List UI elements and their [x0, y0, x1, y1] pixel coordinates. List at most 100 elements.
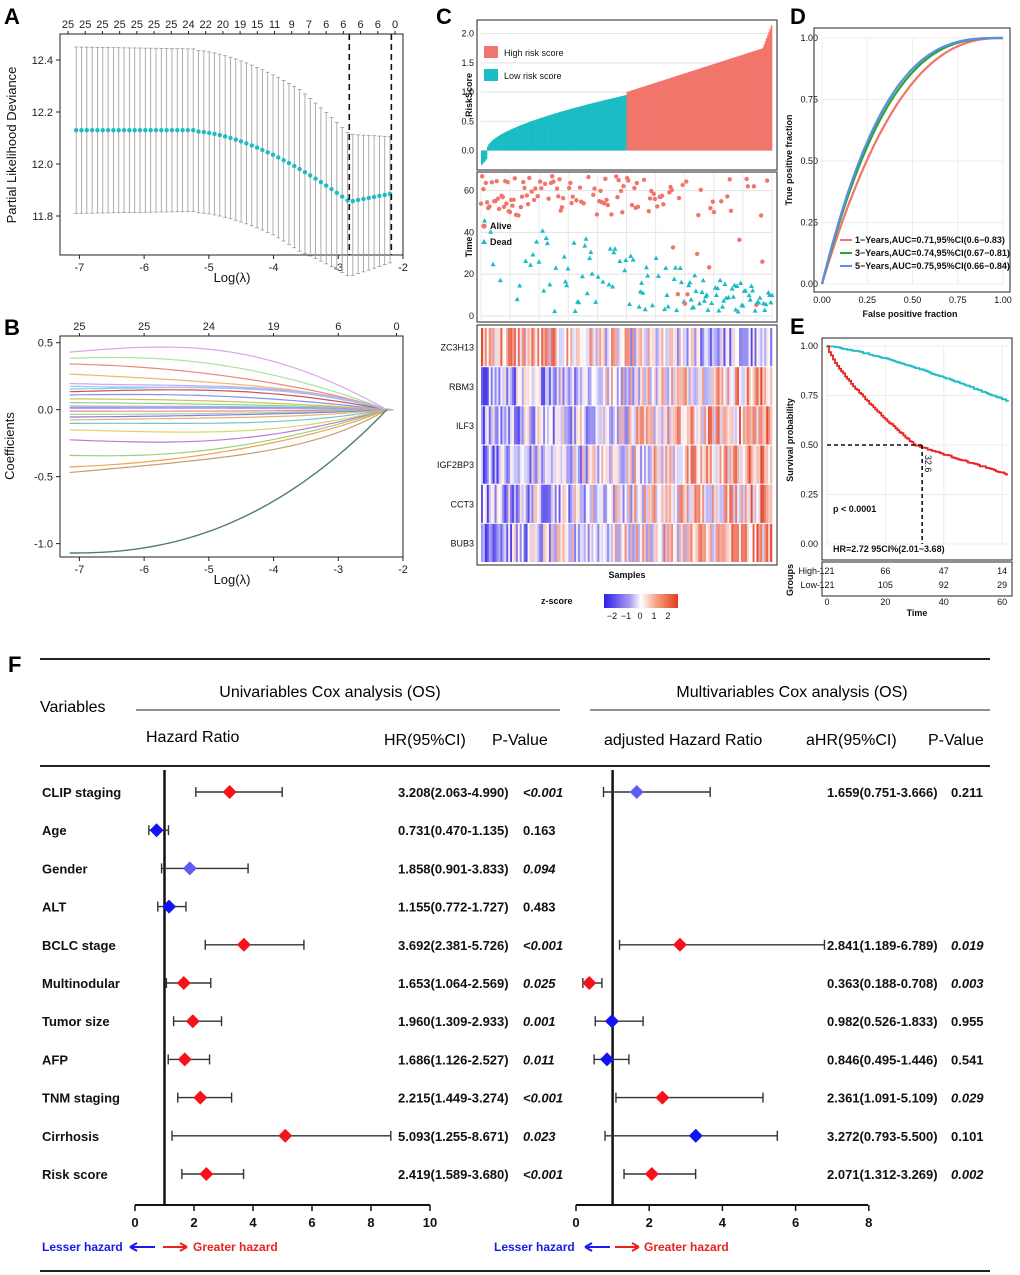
- c-dead-point: [607, 246, 613, 251]
- c-heatmap-cell: [700, 406, 703, 445]
- c-dead-point: [482, 217, 488, 223]
- c-heatmap-cell: [752, 406, 755, 445]
- c-heatmap-cell: [630, 406, 633, 445]
- c-heatmap-cell: [612, 484, 616, 523]
- c-heatmap-cell: [686, 367, 689, 406]
- c-heatmap-cell: [576, 328, 579, 367]
- c-riskscore-bar: [490, 141, 493, 151]
- c-heatmap-cell: [764, 445, 767, 484]
- c-heatmap-cell: [572, 406, 575, 445]
- c-heatmap-cell: [709, 484, 713, 523]
- c-heatmap-cell: [766, 523, 769, 562]
- c-heatmap-cell: [612, 367, 616, 406]
- e-hr-text: HR=2.72 95CI%(2.01−3.68): [833, 544, 945, 554]
- c-heatmap-cell: [527, 328, 530, 367]
- a-cv-point: [308, 173, 313, 178]
- c-heatmap-cell: [758, 445, 761, 484]
- b-xtick-label: -6: [139, 564, 149, 576]
- f-uni-hr-text: 1.686(1.126-2.527): [398, 1052, 509, 1067]
- c-heatmap-cell: [750, 328, 753, 367]
- c-heatmap-cell: [746, 445, 750, 484]
- c-riskscore-bar: [728, 59, 731, 151]
- c-alive-point: [598, 188, 603, 194]
- c-heatmap-cell: [513, 328, 517, 367]
- c-alive-point: [484, 200, 490, 205]
- c-heatmap-cell: [612, 406, 616, 445]
- c-heatmap-cell: [543, 367, 546, 406]
- c-riskscore-bar: [607, 99, 609, 151]
- c-heatmap-cell: [746, 367, 750, 406]
- a-cv-point: [302, 169, 308, 175]
- c-heatmap-cell: [585, 406, 588, 445]
- c-heatmap-cell: [643, 445, 647, 484]
- c-heatmap-cell: [616, 484, 620, 523]
- c-heatmap-cell: [492, 406, 495, 445]
- c-gene-label: CCT3: [450, 499, 474, 509]
- c-heatmap-cell: [490, 406, 493, 445]
- c-riskscore-bar: [561, 111, 564, 151]
- c-heatmap-cell: [742, 484, 746, 523]
- c-heatmap-cell: [513, 367, 517, 406]
- c-gene-label: IGF2BP3: [437, 460, 474, 470]
- c-heatmap-cell: [649, 523, 653, 562]
- c-heatmap-cell: [719, 367, 722, 406]
- c-heatmap-cell: [614, 523, 618, 562]
- c-riskscore-bar: [585, 104, 588, 151]
- a-cv-point: [201, 129, 207, 135]
- c-riskscore-bar: [650, 84, 653, 151]
- c-riskscore-bar: [631, 90, 633, 151]
- c-heatmap-cell: [568, 406, 571, 445]
- c-heatmap-cell: [715, 523, 718, 562]
- d-xtick-label: 0.50: [904, 295, 922, 305]
- c-heatmap-cell: [589, 445, 592, 484]
- a-toptick-label: 25: [96, 19, 108, 31]
- panel-label-b: B: [4, 315, 20, 340]
- c-alive-point: [728, 208, 734, 213]
- c-riskscore-bar: [768, 31, 770, 151]
- a-cv-point: [222, 134, 228, 139]
- c-heatmap-cell: [756, 484, 759, 523]
- c-heatmap-cell: [680, 484, 684, 523]
- c-heatmap-cell: [531, 367, 534, 406]
- c-heatmap-cell: [707, 523, 711, 562]
- c-heatmap-cell: [684, 484, 687, 523]
- c-alive-point: [511, 197, 516, 203]
- c-alive-point: [696, 212, 701, 218]
- c-heatmap-cell: [750, 523, 753, 562]
- c-heatmap-cell: [601, 484, 604, 523]
- c-riskscore-bar: [491, 140, 494, 151]
- c-dead-point: [756, 300, 762, 305]
- c-heatmap-cell: [554, 367, 557, 406]
- c-riskscore-bar: [603, 100, 606, 151]
- c-heatmap-cell: [678, 367, 682, 406]
- c-heatmap-cell: [694, 406, 697, 445]
- c-heatmap-cell: [610, 484, 614, 523]
- c-riskscore-bar: [630, 90, 632, 151]
- c-heatmap-cell: [546, 328, 550, 367]
- c-heatmap-cell: [663, 367, 666, 406]
- c-alive-point: [546, 196, 551, 201]
- c-heatmap-cell: [756, 367, 759, 406]
- f-multi-hr-text: 2.361(1.091-5.109): [827, 1091, 938, 1106]
- a-cv-point: [127, 128, 132, 133]
- a-toptick-label: 0: [392, 19, 398, 31]
- c-heatmap-cell: [585, 523, 588, 562]
- c-alive-point: [512, 176, 518, 181]
- c-heatmap-cell: [657, 367, 660, 406]
- e-xtick-label: 0: [824, 597, 829, 607]
- c-riskscore-bar: [576, 107, 578, 151]
- c-heatmap-cell: [700, 523, 703, 562]
- c-heatmap-cell: [572, 523, 575, 562]
- c-heatmap-cell: [539, 445, 542, 484]
- c-heatmap-cell: [762, 484, 765, 523]
- c-heatmap-cell: [760, 328, 763, 367]
- c-riskscore-bar: [710, 64, 713, 151]
- f-uni-hr-text: 1.653(1.064-2.569): [398, 976, 509, 991]
- panel-b-xlabel: Log(λ): [214, 572, 251, 587]
- c-riskscore-bar: [489, 142, 491, 151]
- c-heatmap-cell: [733, 523, 736, 562]
- c-alive-point: [751, 184, 757, 189]
- c-heatmap-cell: [622, 406, 625, 445]
- zscore-colorbar: [604, 594, 678, 608]
- c-heatmap-cell: [626, 367, 629, 406]
